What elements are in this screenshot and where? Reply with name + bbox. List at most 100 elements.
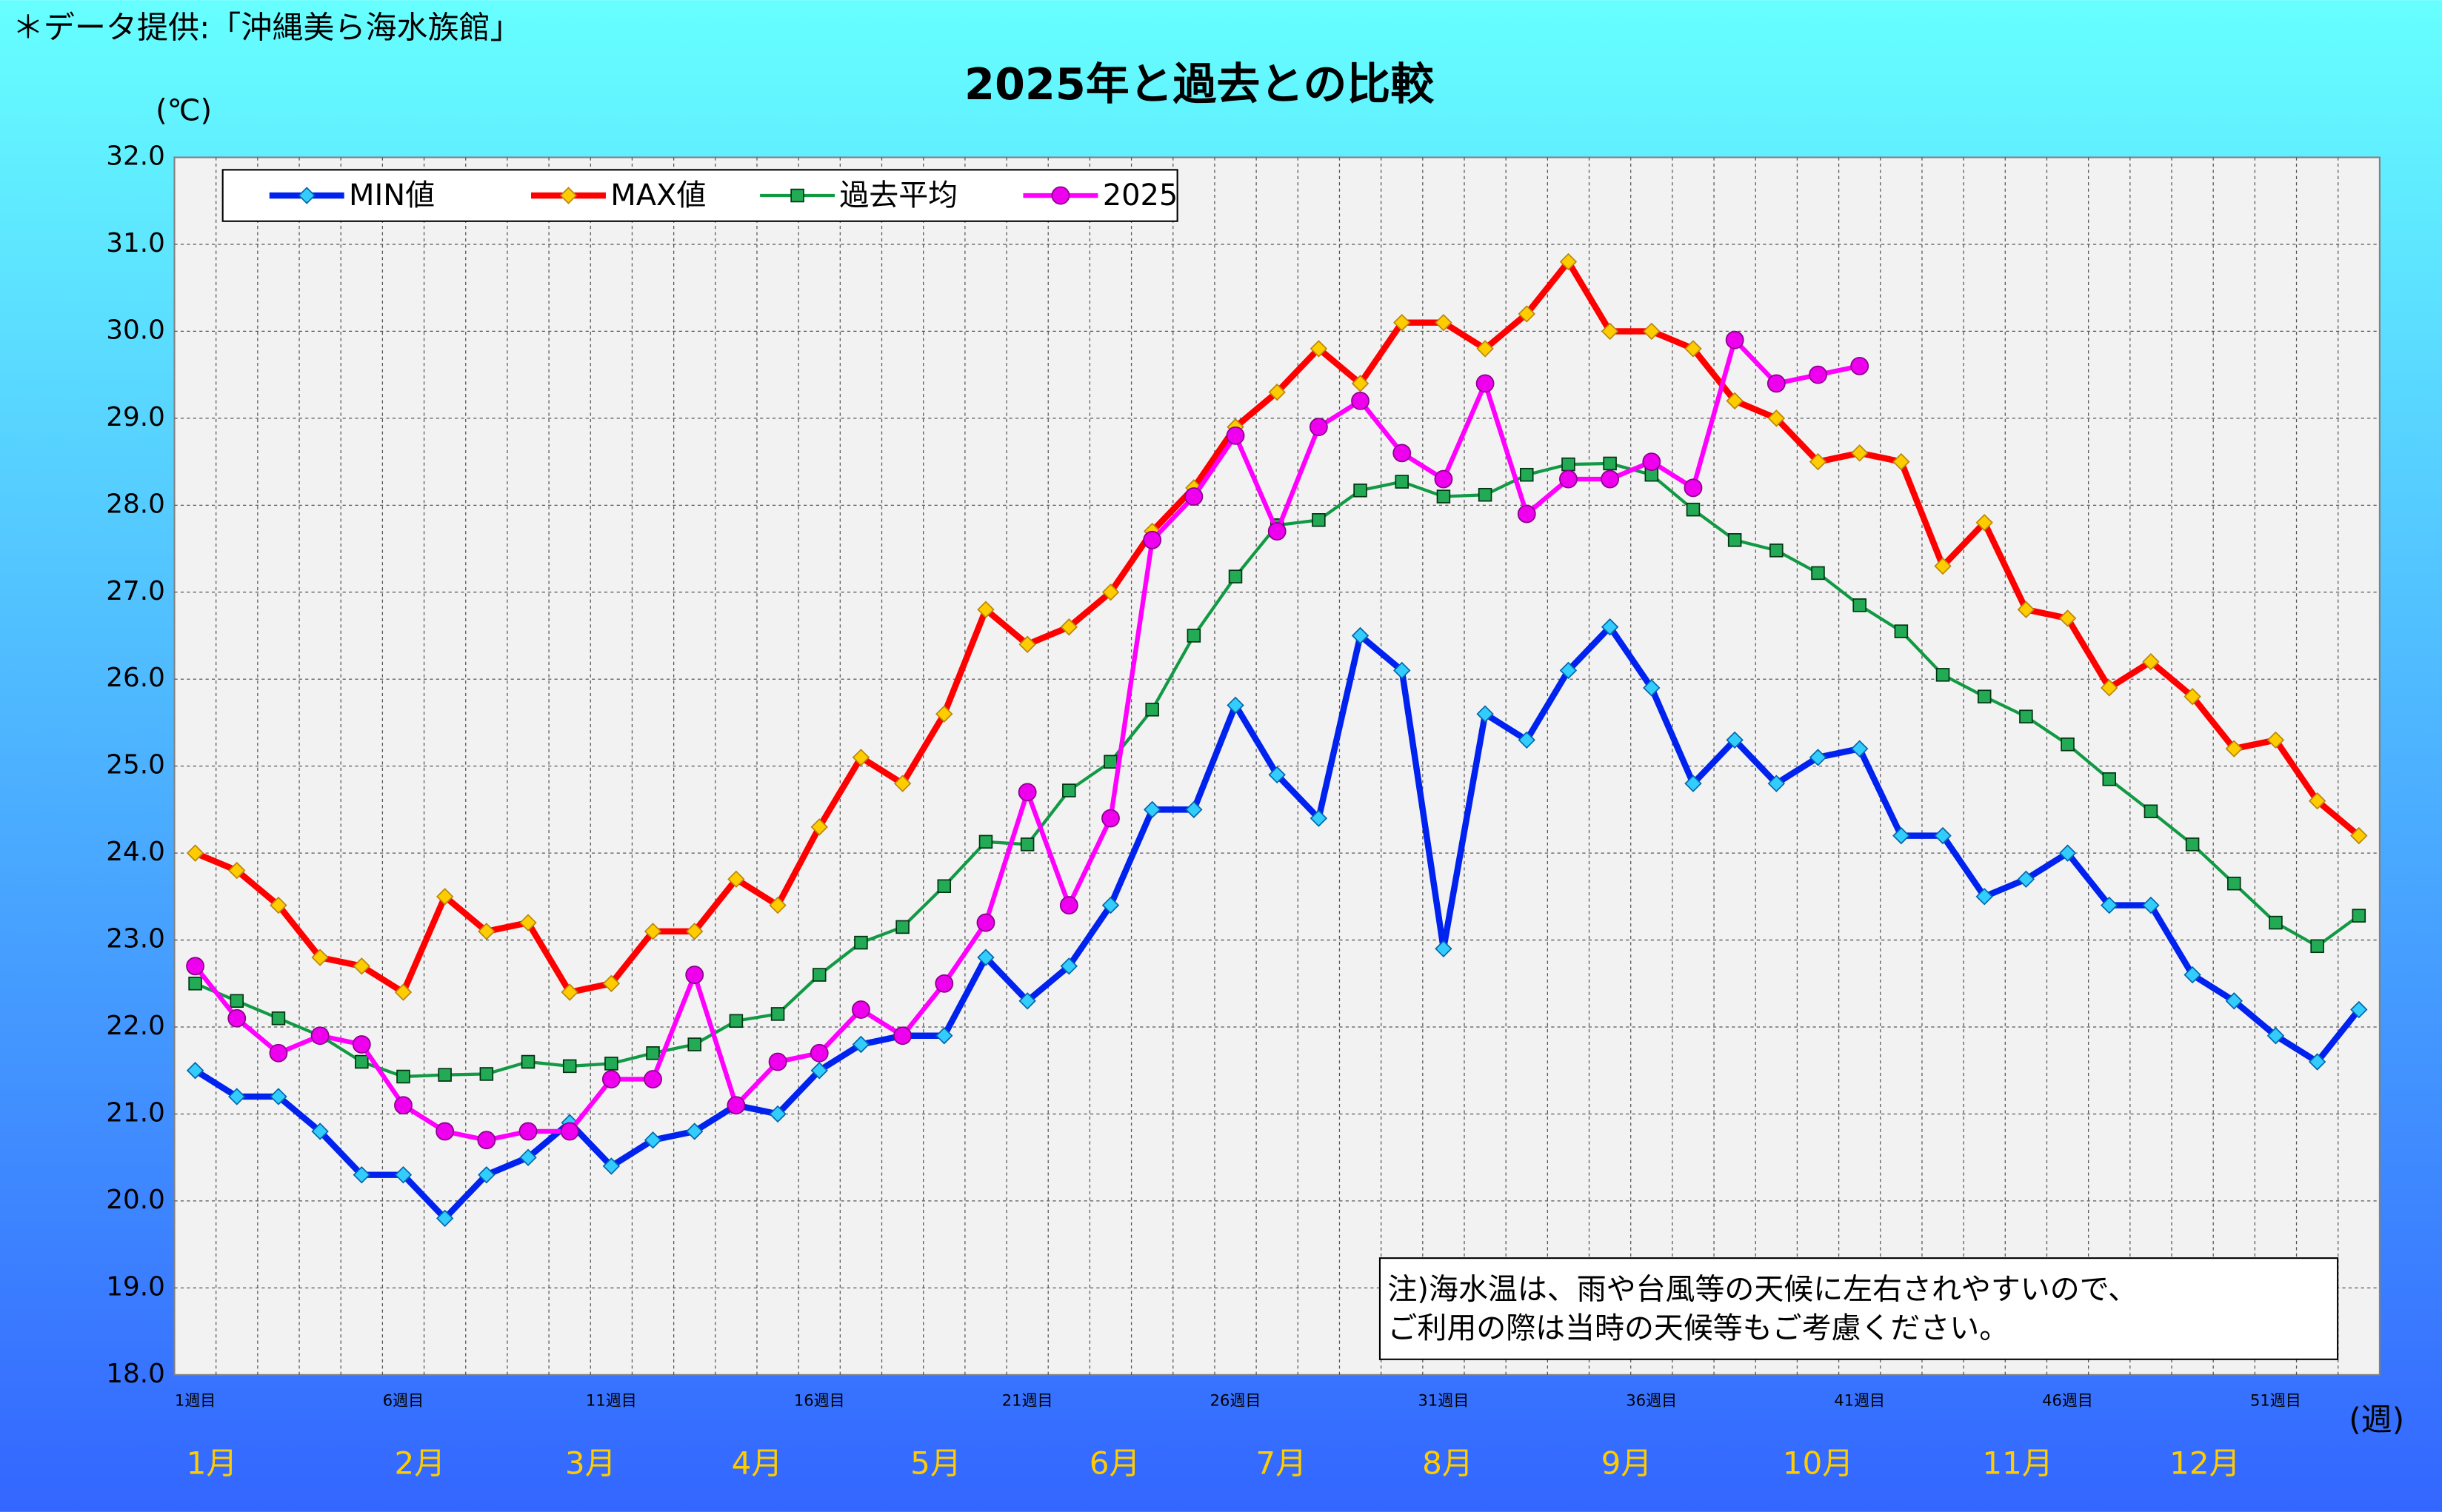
x-tick-label: 26週目 [1210, 1391, 1261, 1410]
marker [1892, 452, 1910, 471]
marker [1435, 940, 1452, 958]
marker [935, 1027, 953, 1045]
marker [1603, 456, 1617, 471]
marker [1850, 740, 1869, 757]
marker [769, 1105, 787, 1123]
marker [353, 1165, 370, 1184]
marker [1559, 469, 1578, 489]
marker [935, 705, 953, 723]
y-tick-label: 27.0 [106, 576, 165, 606]
marker [186, 844, 204, 862]
marker [1684, 340, 1702, 358]
marker [396, 1069, 410, 1084]
marker [1187, 629, 1201, 643]
marker [1435, 313, 1452, 332]
marker [1018, 992, 1036, 1010]
marker [1060, 618, 1078, 636]
marker [1850, 356, 1869, 375]
marker [1850, 444, 1869, 462]
y-tick-label: 28.0 [106, 489, 165, 519]
marker [1811, 566, 1825, 581]
marker [188, 977, 202, 991]
marker [1767, 374, 1786, 393]
source: ＊データ提供:「沖縄美ら海水族館」 [13, 10, 521, 46]
marker [2308, 1053, 2326, 1071]
marker [1601, 469, 1620, 489]
month-label: 5月 [910, 1445, 961, 1481]
month-label: 10月 [1783, 1445, 1854, 1481]
marker [2019, 709, 2033, 723]
marker [893, 775, 912, 792]
marker [353, 957, 370, 975]
marker [2185, 837, 2200, 852]
marker [1392, 444, 1412, 463]
marker [1101, 809, 1120, 828]
annotation: 注)海水温は、雨や台風等の天候に左右されやすいので、 [1387, 1272, 2137, 1306]
marker [1478, 487, 1492, 502]
marker [2144, 804, 2158, 818]
marker [602, 974, 621, 992]
marker [1310, 809, 1328, 827]
marker [1312, 513, 1326, 527]
annotation: ご利用の際は当時の天候等もご考慮ください。 [1387, 1311, 2009, 1345]
marker [2225, 740, 2243, 757]
month-label: 2月 [395, 1445, 446, 1481]
marker [2266, 1027, 2285, 1045]
marker [1727, 533, 1742, 547]
marker [1268, 766, 1286, 784]
marker [1060, 957, 1078, 975]
y-tick-label: 26.0 [106, 663, 165, 693]
marker [228, 861, 246, 880]
legend-marker [298, 187, 316, 204]
marker [1934, 826, 1952, 845]
marker [1517, 504, 1536, 523]
x-tick-label: 6週目 [383, 1391, 424, 1410]
marker [1059, 896, 1078, 914]
marker [2017, 601, 2035, 618]
x-tick-label: 46週目 [2042, 1391, 2093, 1410]
marker [2101, 896, 2118, 914]
marker [519, 914, 537, 931]
marker [687, 1037, 701, 1051]
month-label: 11月 [1982, 1445, 2053, 1481]
marker [1809, 749, 1827, 766]
marker [1975, 514, 1993, 532]
marker [769, 896, 787, 914]
y-tick-label: 31.0 [106, 228, 165, 258]
marker [770, 1007, 785, 1021]
month-label: 8月 [1422, 1445, 1473, 1481]
marker [604, 1057, 618, 1071]
marker [937, 879, 952, 893]
y-tick-label: 18.0 [106, 1359, 165, 1389]
marker [521, 1054, 536, 1069]
marker [1561, 457, 1575, 472]
marker [2184, 688, 2201, 706]
x-unit: (週) [2349, 1401, 2404, 1437]
marker [2350, 826, 2368, 845]
marker [810, 818, 828, 836]
chart-title: 2025年と過去との比較 [964, 58, 1435, 110]
marker [1018, 783, 1037, 802]
marker [602, 1157, 621, 1175]
marker [2269, 915, 2283, 930]
legend-label: 2025 [1103, 178, 1178, 213]
marker [2017, 870, 2035, 889]
x-tick-label: 51週目 [2250, 1391, 2301, 1410]
marker [1476, 705, 1494, 723]
marker [1267, 522, 1287, 541]
marker [1309, 418, 1328, 437]
y-tick-label: 29.0 [106, 402, 165, 432]
y-tick-label: 22.0 [106, 1011, 165, 1041]
marker [1351, 391, 1370, 410]
marker [1268, 383, 1286, 401]
marker [1643, 679, 1661, 697]
marker [477, 1131, 496, 1150]
marker [438, 1068, 452, 1082]
marker [186, 1062, 204, 1080]
marker [186, 957, 204, 976]
marker [2142, 653, 2160, 671]
marker [1769, 543, 1784, 558]
marker [977, 949, 995, 966]
marker [1518, 305, 1535, 323]
marker [854, 935, 868, 950]
